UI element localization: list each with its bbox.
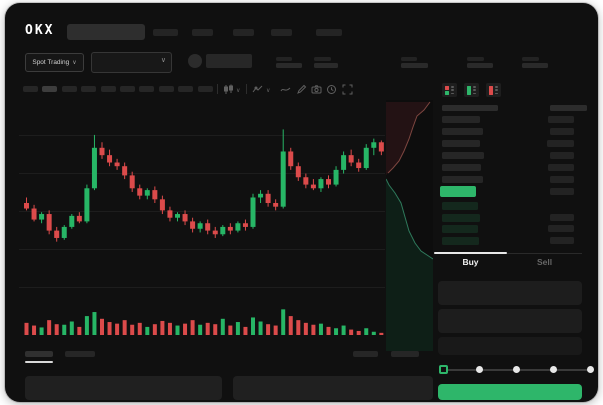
ask-amount bbox=[550, 152, 574, 159]
slider-stop[interactable] bbox=[513, 366, 520, 373]
market-type-dropdown[interactable]: Spot Trading ∨ bbox=[25, 53, 84, 72]
timeframe-pill[interactable] bbox=[120, 86, 135, 92]
stat-label bbox=[276, 57, 292, 61]
ask-amount bbox=[550, 176, 574, 183]
nav-item[interactable] bbox=[233, 29, 254, 36]
timeframe-pill[interactable] bbox=[139, 86, 155, 92]
bid-price[interactable] bbox=[442, 213, 480, 222]
indicators-icon[interactable] bbox=[252, 84, 263, 95]
ask-price[interactable] bbox=[442, 152, 484, 159]
buy-tab-indicator bbox=[434, 252, 507, 254]
candle-type-icon[interactable] bbox=[223, 84, 234, 95]
slider-stop[interactable] bbox=[476, 366, 483, 373]
gridline bbox=[19, 211, 385, 212]
chart-bottom-action[interactable] bbox=[353, 351, 378, 357]
chevron-down-icon: ∨ bbox=[72, 59, 77, 66]
timeframe-pill[interactable] bbox=[61, 86, 77, 92]
pair-selector-dropdown[interactable]: ∨ bbox=[91, 52, 172, 73]
slider-stop[interactable] bbox=[587, 366, 594, 373]
bid-amount bbox=[550, 237, 574, 245]
bottom-panel-right[interactable] bbox=[233, 376, 433, 400]
chart-bottom-tab[interactable] bbox=[65, 351, 95, 357]
chart-bottom-tab-active[interactable] bbox=[25, 351, 53, 357]
nav-item[interactable] bbox=[316, 29, 342, 36]
gridline bbox=[19, 287, 385, 288]
line-tool-icon[interactable] bbox=[280, 84, 291, 95]
chevron-down-icon[interactable]: ∨ bbox=[266, 88, 271, 94]
fullscreen-icon[interactable] bbox=[342, 84, 353, 95]
ask-price[interactable] bbox=[442, 140, 480, 147]
gridline bbox=[19, 173, 385, 174]
nav-item[interactable] bbox=[153, 29, 178, 36]
tab-buy[interactable]: Buy bbox=[462, 257, 479, 267]
amount-input[interactable] bbox=[438, 309, 582, 333]
total-input[interactable] bbox=[438, 337, 582, 355]
search-input[interactable] bbox=[67, 24, 145, 40]
timeframe-pill[interactable] bbox=[81, 86, 97, 92]
stat-label bbox=[314, 57, 331, 61]
timeframe-pill[interactable] bbox=[23, 86, 38, 92]
bid-price[interactable] bbox=[442, 202, 478, 210]
depth-chart[interactable] bbox=[386, 100, 433, 351]
nav-item[interactable] bbox=[192, 29, 213, 36]
chevron-down-icon[interactable]: ∨ bbox=[236, 88, 241, 94]
timeframe-pill[interactable] bbox=[158, 86, 174, 92]
nav-item[interactable] bbox=[271, 29, 292, 36]
app-window: OKX Spot Trading ∨ ∨ ∨ ∨ bbox=[5, 3, 598, 402]
stat-value bbox=[276, 63, 302, 68]
orderbook-col-header bbox=[550, 105, 587, 111]
ask-amount bbox=[550, 128, 574, 135]
toolbar-divider bbox=[246, 84, 247, 94]
ask-amount bbox=[548, 116, 574, 123]
book-combined-icon[interactable] bbox=[442, 83, 457, 97]
slider-handle[interactable] bbox=[439, 365, 448, 374]
ask-price[interactable] bbox=[442, 176, 483, 183]
slider-stop[interactable] bbox=[550, 366, 557, 373]
last-price-placeholder bbox=[206, 54, 252, 68]
draw-icon[interactable] bbox=[296, 84, 307, 95]
stat-label bbox=[401, 57, 417, 61]
tab-divider bbox=[434, 253, 582, 254]
okx-logo: OKX bbox=[25, 23, 55, 38]
ask-amount bbox=[547, 140, 574, 147]
orderbook-last-price[interactable] bbox=[440, 186, 476, 197]
last-amount bbox=[550, 188, 574, 195]
bid-amount bbox=[548, 225, 574, 233]
gridline bbox=[19, 249, 385, 250]
stat-value bbox=[522, 63, 548, 68]
stat-value bbox=[467, 63, 493, 68]
stat-label bbox=[467, 57, 484, 61]
gridline bbox=[19, 135, 385, 136]
stat-value bbox=[401, 63, 428, 68]
buy-button[interactable] bbox=[438, 384, 582, 400]
toolbar-divider bbox=[217, 84, 218, 94]
ask-price[interactable] bbox=[442, 116, 480, 123]
bottom-panel-left[interactable] bbox=[25, 376, 222, 400]
chevron-down-icon: ∨ bbox=[160, 57, 166, 64]
stat-label bbox=[522, 57, 539, 61]
market-type-label: Spot Trading bbox=[32, 59, 70, 66]
ask-amount bbox=[548, 164, 574, 171]
coin-icon bbox=[188, 54, 202, 68]
timeframe-pill[interactable] bbox=[100, 86, 116, 92]
chart-bottom-tab-underline bbox=[25, 361, 53, 363]
orderbook-col-header bbox=[442, 105, 498, 111]
timeframe-pill-active[interactable] bbox=[42, 86, 58, 92]
ask-price[interactable] bbox=[442, 128, 483, 135]
price-input[interactable] bbox=[438, 281, 582, 305]
ask-price[interactable] bbox=[442, 164, 481, 171]
bid-amount bbox=[550, 213, 574, 221]
tab-sell[interactable]: Sell bbox=[536, 257, 553, 267]
stat-value bbox=[314, 63, 338, 68]
timeframe-pill[interactable] bbox=[197, 86, 213, 92]
timeframe-pill[interactable] bbox=[178, 86, 194, 92]
history-icon[interactable] bbox=[326, 84, 337, 95]
candlestick-chart[interactable] bbox=[19, 103, 389, 341]
bid-price[interactable] bbox=[442, 225, 478, 234]
book-bids-icon[interactable] bbox=[464, 83, 479, 97]
bid-price[interactable] bbox=[442, 237, 479, 246]
chart-bottom-action[interactable] bbox=[391, 351, 419, 357]
book-asks-icon[interactable] bbox=[486, 83, 501, 97]
camera-icon[interactable] bbox=[311, 84, 322, 95]
